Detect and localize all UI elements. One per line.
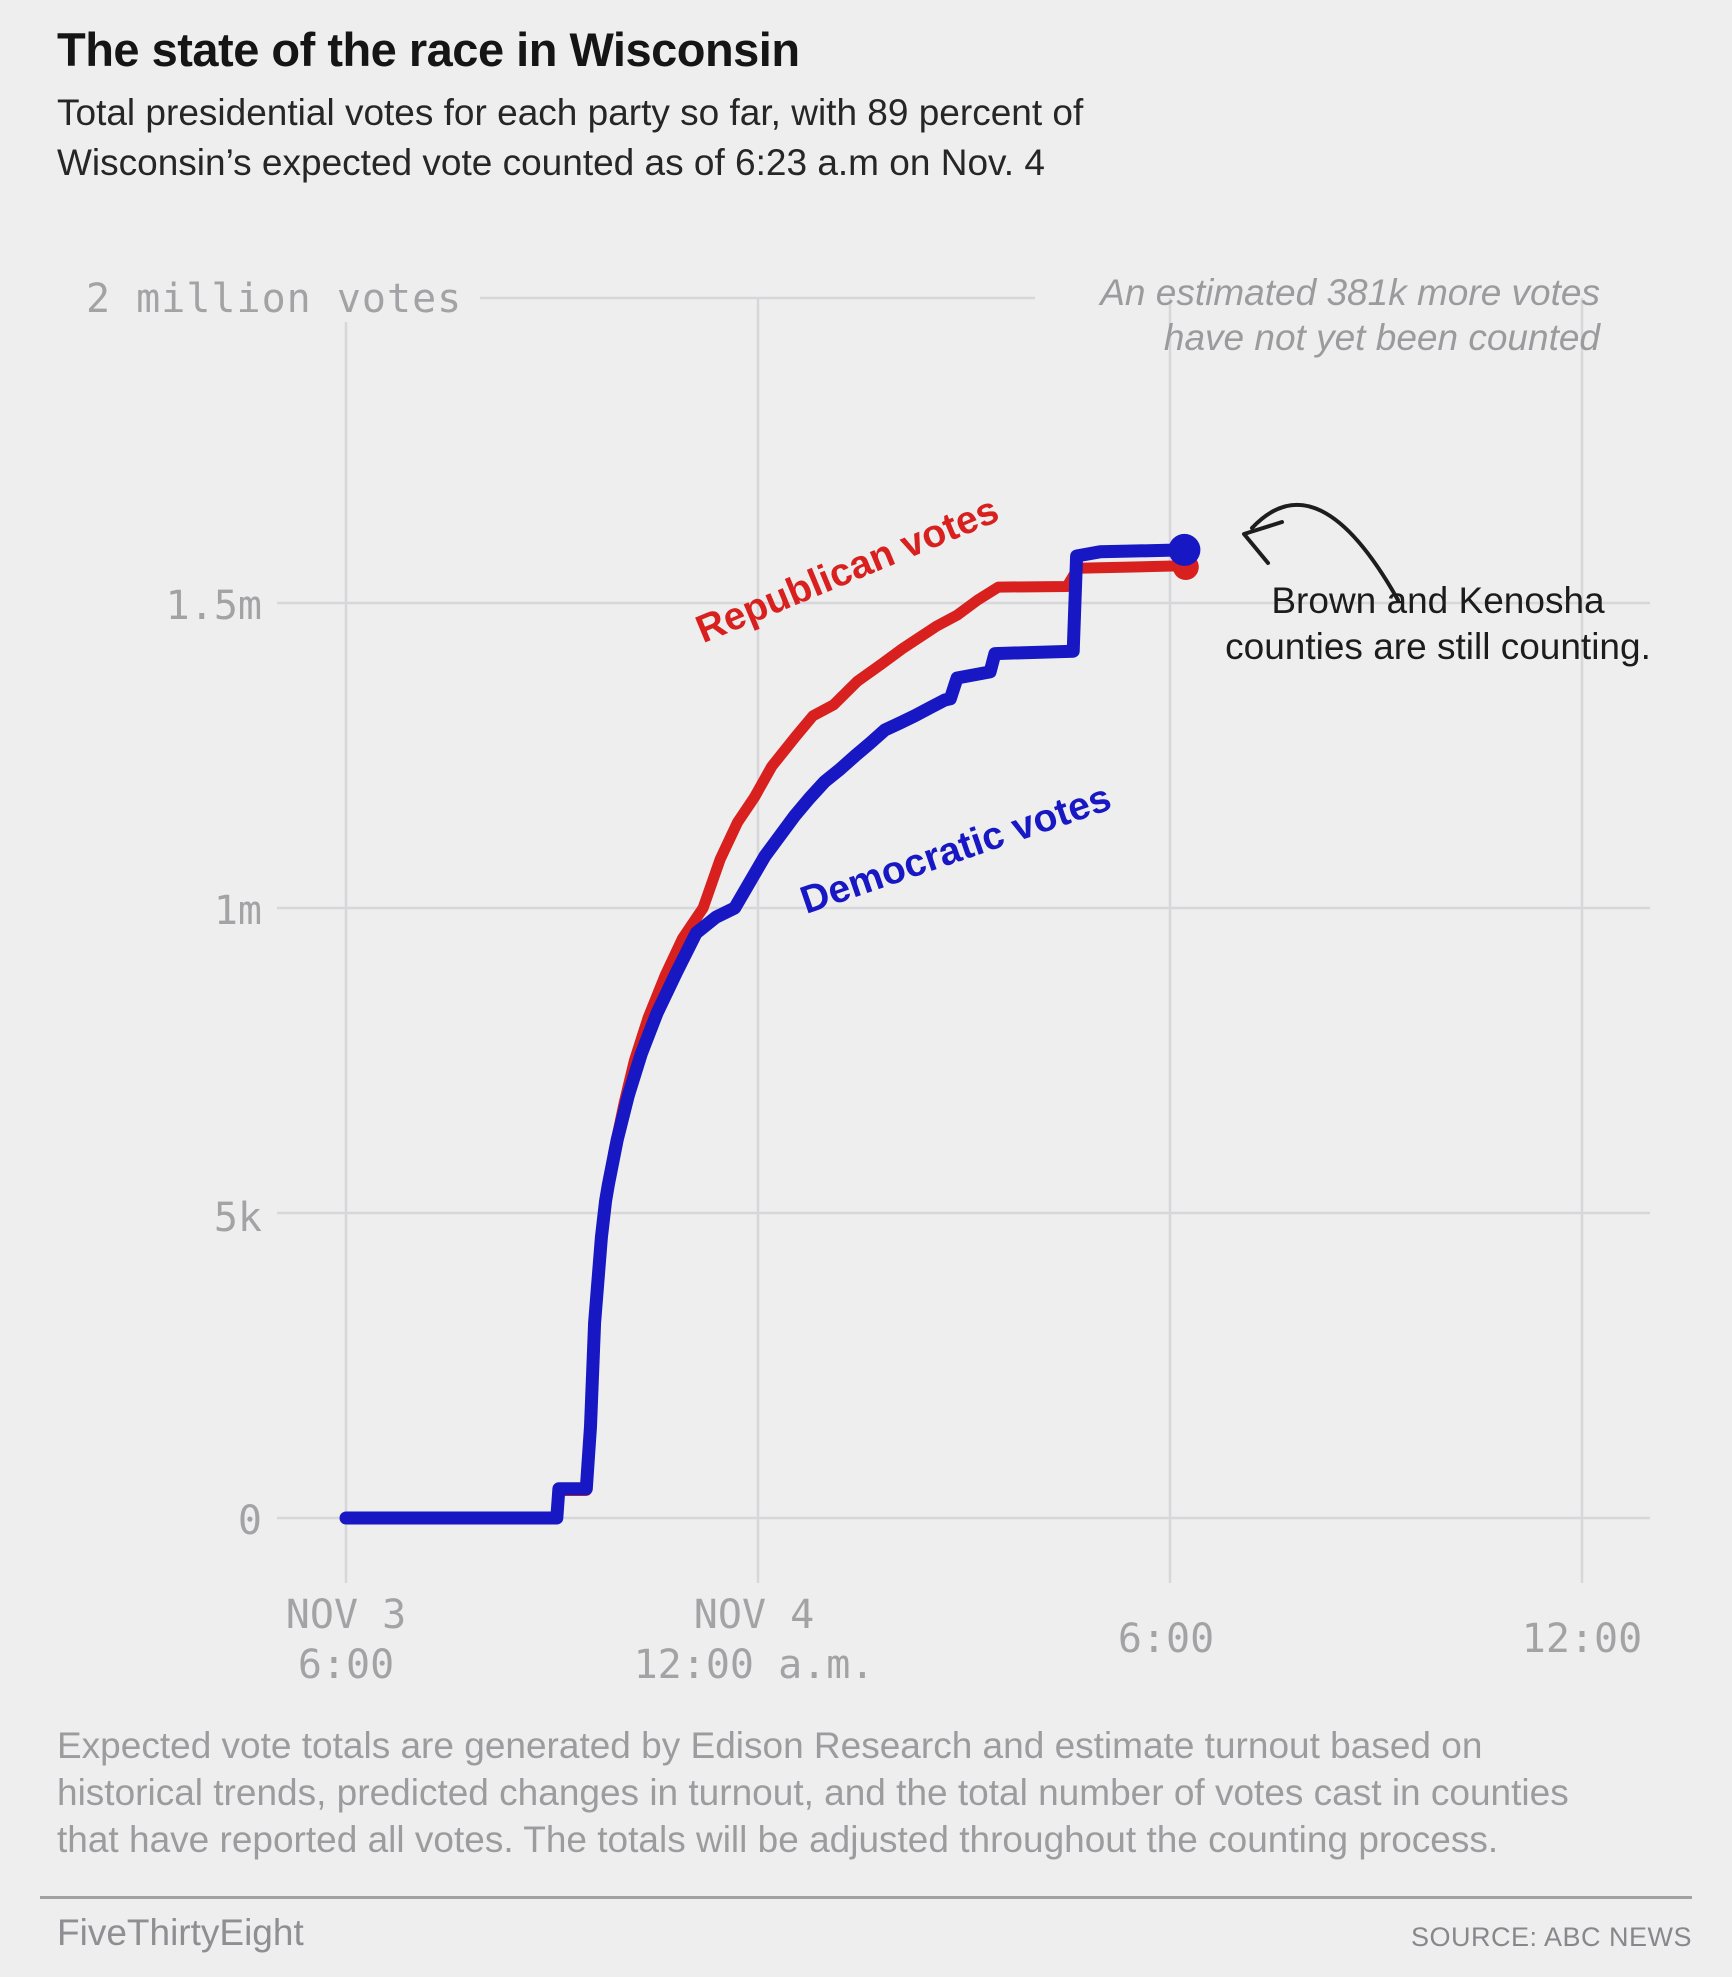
end-dot-democratic (1168, 533, 1201, 566)
counties-line-2: counties are still counting. (1225, 626, 1651, 667)
x-tick-line1: 6:00 (1117, 1616, 1215, 1662)
note-line-2: historical trends, predicted changes in … (57, 1772, 1569, 1813)
uncounted-line-2: have not yet been counted (1163, 317, 1600, 358)
line-republican (340, 560, 1189, 1524)
y-tick-1500k: 1.5m (165, 583, 262, 629)
y-axis-top-label: 2 million votes (86, 276, 463, 322)
x-tick-line1: 12:00 (1521, 1616, 1643, 1662)
counties-still-counting-annotation: Brown and Kenosha counties are still cou… (1173, 578, 1703, 670)
page-title: The state of the race in Wisconsin (57, 23, 800, 76)
source-credit: SOURCE: ABC NEWS (1410, 1922, 1692, 1952)
x-tick-line1: NOV 4 (693, 1592, 815, 1638)
uncounted-line-1: An estimated 381k more votes (1100, 272, 1600, 313)
x-tick-noon: 12:00 (1412, 1614, 1732, 1664)
methodology-note: Expected vote totals are generated by Ed… (57, 1722, 1687, 1863)
fivethirtyeight-credit: FiveThirtyEight (57, 1912, 304, 1953)
x-tick-line1: NOV 3 (285, 1592, 407, 1638)
gridlines (277, 296, 1650, 1583)
footer-divider (40, 1896, 1692, 1899)
note-line-3: that have reported all votes. The totals… (57, 1819, 1499, 1860)
annotation-arrow (1242, 502, 1400, 602)
x-tick-line2: 12:00 a.m. (633, 1642, 875, 1688)
uncounted-votes-annotation: An estimated 381k more votes have not ye… (1000, 270, 1600, 360)
counties-line-1: Brown and Kenosha (1271, 580, 1605, 621)
y-tick-500k: 5k (213, 1195, 262, 1241)
subtitle-line-2: Wisconsin’s expected vote counted as of … (57, 142, 1045, 183)
x-tick-nov3-6pm: NOV 3 6:00 (176, 1590, 516, 1690)
y-tick-0: 0 (237, 1498, 262, 1544)
x-tick-6am: 6:00 (996, 1614, 1336, 1664)
chart-subtitle: Total presidential votes for each party … (57, 88, 1677, 188)
note-line-1: Expected vote totals are generated by Ed… (57, 1725, 1483, 1766)
x-tick-line2: 6:00 (297, 1642, 395, 1688)
data-series (339, 533, 1201, 1525)
subtitle-line-1: Total presidential votes for each party … (57, 92, 1084, 133)
line-democratic (339, 543, 1190, 1525)
x-tick-nov4-midnight: NOV 4 12:00 a.m. (584, 1590, 924, 1690)
y-tick-1000k: 1m (213, 888, 262, 934)
